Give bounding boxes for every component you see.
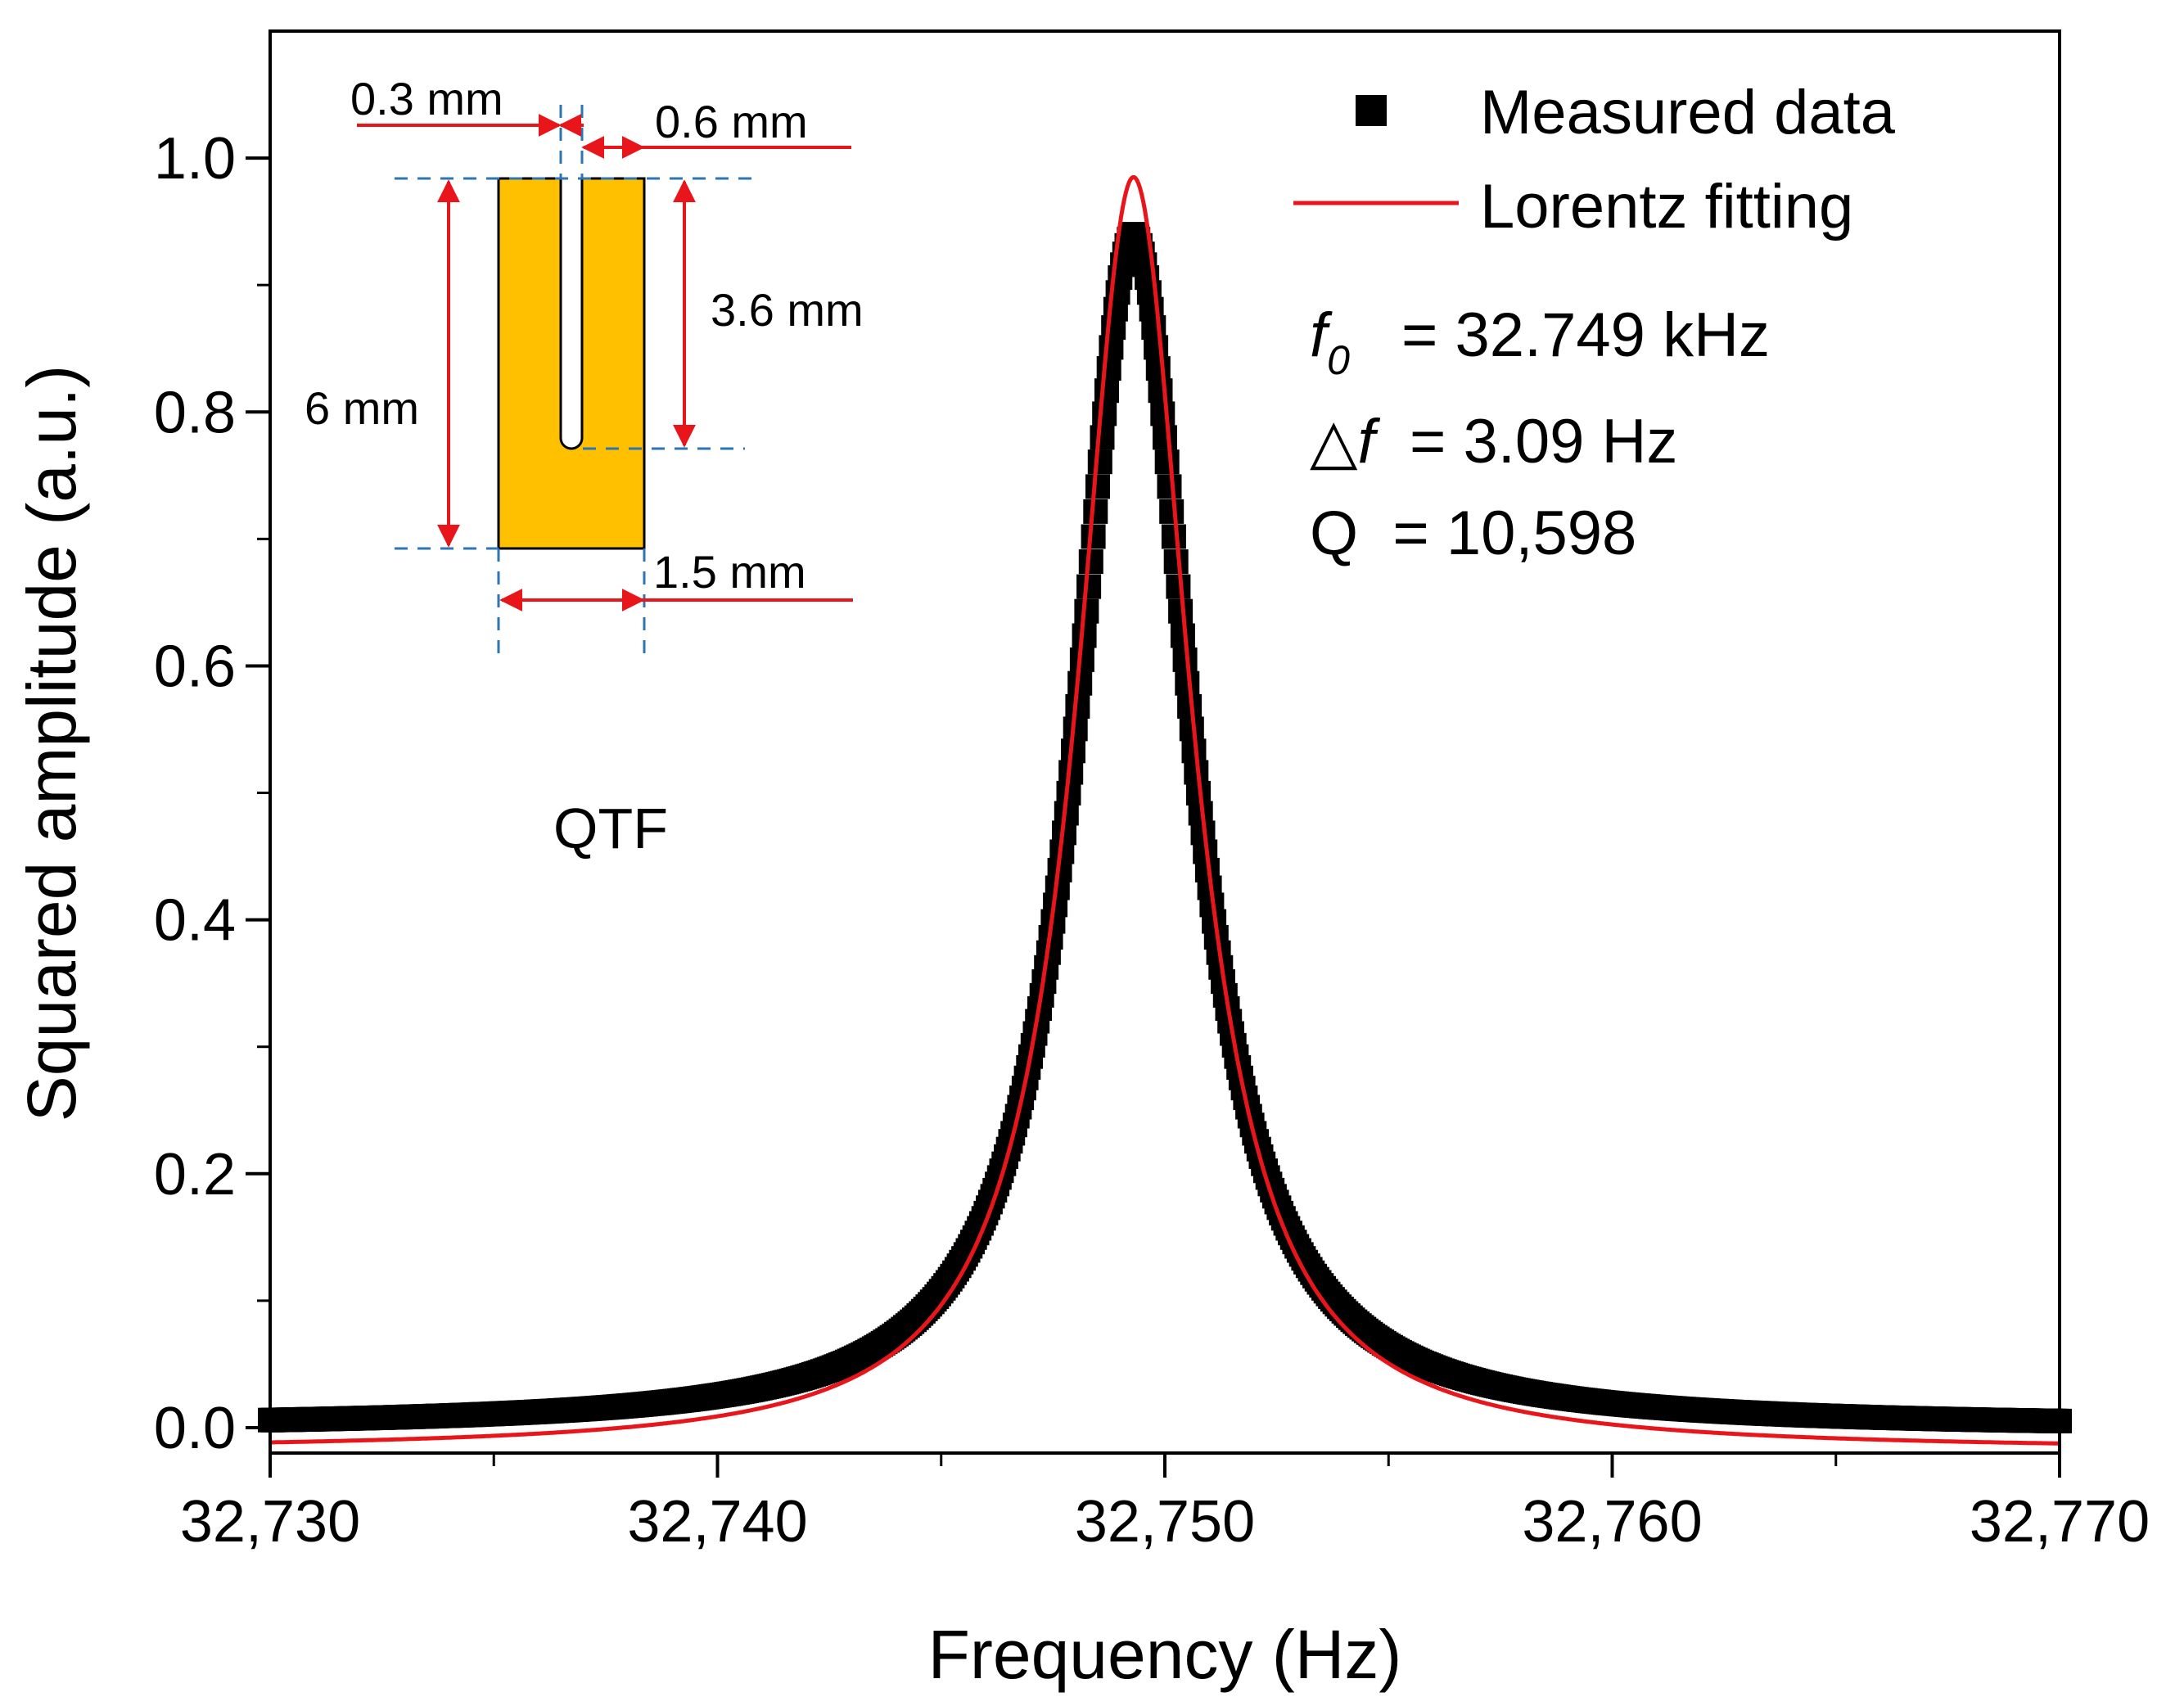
legend-marker-measured (1356, 95, 1387, 126)
inset-label-slot-length: 3.6 mm (711, 284, 864, 336)
data-point (1159, 499, 1185, 524)
y-tick-label: 0.2 (154, 1142, 236, 1207)
data-point (1085, 474, 1110, 499)
data-point (1078, 549, 1103, 575)
data-point (1150, 401, 1175, 426)
param-q: Q = 10,598 (1310, 499, 1636, 568)
param-delta-symbol: △ (1310, 407, 1358, 476)
param-delta-f: △f = 3.09 Hz (1310, 407, 1677, 476)
y-axis: 0.0 0.2 0.4 0.6 0.8 1.0 (154, 126, 270, 1461)
data-point (1081, 524, 1106, 549)
fit-parameters: f0 = 32.749 kHz △f = 3.09 Hz Q = 10,598 (1310, 300, 1770, 568)
data-point (1076, 574, 1102, 599)
param-f0: f0 = 32.749 kHz (1310, 300, 1770, 383)
inset-label-gap: 0.3 mm (350, 73, 503, 124)
x-tick-label: 32,770 (1970, 1489, 2150, 1555)
data-point (1090, 425, 1115, 450)
y-tick-label: 0.8 (154, 380, 236, 445)
legend-label-lorentz: Lorentz fitting (1480, 172, 1853, 241)
inset-qtf-schematic: 0.3 mm 0.6 mm 3.6 mm 6 mm 1.5 mm QTF (305, 73, 864, 860)
data-point (1094, 378, 1119, 404)
inset-label-height: 6 mm (305, 382, 419, 434)
data-point (1161, 524, 1186, 549)
inset-label-prong: 0.6 mm (655, 96, 808, 147)
data-point (1148, 378, 1173, 404)
x-tick-label: 32,740 (627, 1489, 807, 1555)
data-point (1074, 598, 1099, 624)
x-axis-title: Frequency (Hz) (928, 1616, 1402, 1693)
data-point (1153, 425, 1177, 450)
data-point (1166, 574, 1191, 599)
y-tick-label: 0.4 (154, 888, 236, 954)
x-tick-label: 32,750 (1075, 1489, 1255, 1555)
param-delta-f-value: = 3.09 Hz (1410, 407, 1677, 476)
param-f0-subscript: 0 (1327, 337, 1350, 383)
y-axis-title: Squared amplitude (a.u.) (13, 365, 90, 1122)
data-point (1083, 499, 1108, 524)
data-point (1092, 401, 1117, 426)
inset-label-width: 1.5 mm (653, 546, 806, 598)
data-point (1096, 356, 1121, 381)
y-tick-label: 0.6 (154, 634, 236, 699)
legend: Measured data Lorentz fitting (1293, 78, 1896, 241)
series-lorentz-fitting-line (270, 174, 2060, 1446)
param-f0-value: = 32.749 kHz (1401, 300, 1770, 370)
data-point (1144, 335, 1169, 360)
inset-title: QTF (553, 797, 668, 860)
qtf-dimension-lines (357, 114, 853, 612)
data-point (1157, 474, 1182, 499)
data-point (1145, 356, 1171, 381)
y-tick-label: 1.0 (154, 126, 236, 192)
data-point (1168, 598, 1194, 624)
qtf-body (497, 177, 646, 550)
data-point (1154, 449, 1180, 475)
x-tick-label: 32,760 (1522, 1489, 1702, 1555)
data-point (1163, 549, 1189, 575)
x-tick-label: 32,730 (180, 1489, 360, 1555)
series-measured-data (258, 222, 2072, 1433)
data-point (1087, 449, 1112, 475)
x-axis: 32,730 32,740 32,750 32,760 32,770 (180, 1453, 2150, 1555)
legend-label-measured: Measured data (1480, 78, 1896, 147)
y-tick-label: 0.0 (154, 1396, 236, 1461)
